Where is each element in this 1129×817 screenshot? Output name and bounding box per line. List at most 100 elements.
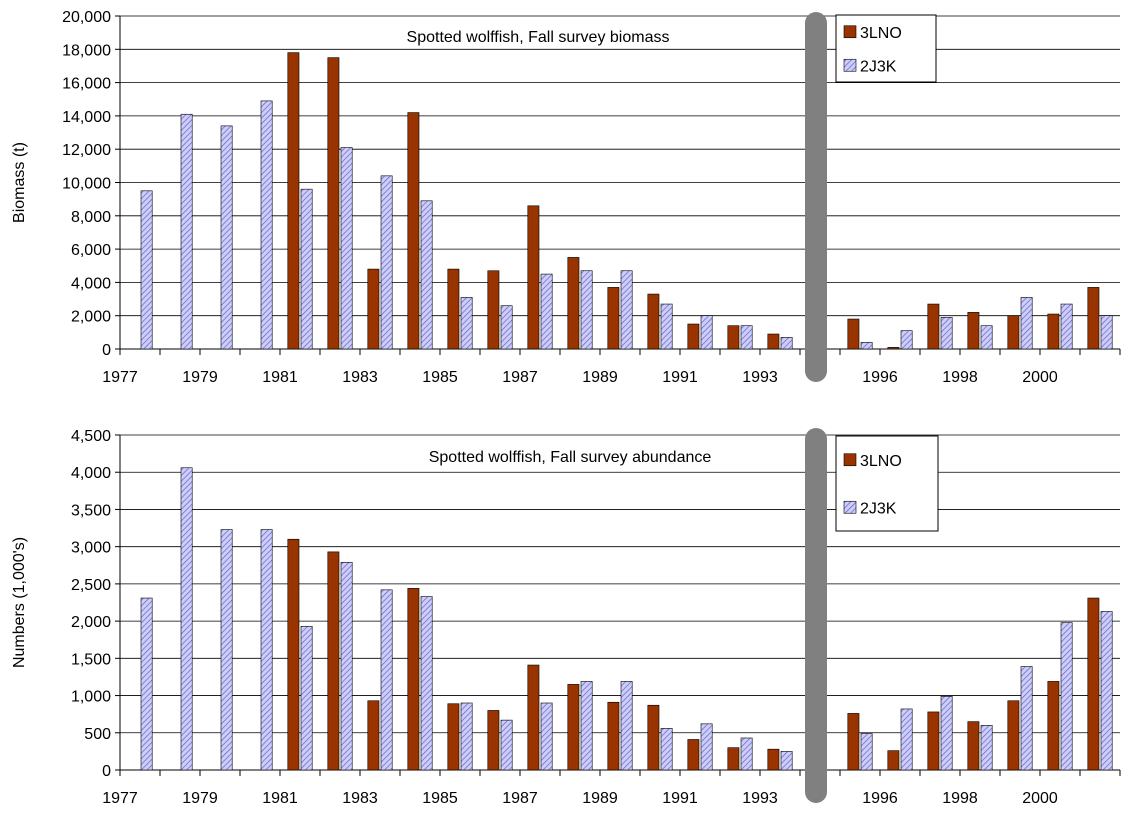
y-tick-label: 0	[102, 342, 111, 359]
y-tick-label: 500	[84, 726, 111, 743]
y-tick-label: 14,000	[62, 109, 111, 126]
bar-3lno-1995	[847, 318, 860, 350]
x-tick-label: 1983	[342, 790, 378, 807]
bar-2j3k-1981	[300, 626, 313, 771]
bar-3lno-1988	[567, 257, 580, 350]
y-tick-label: 3,500	[71, 502, 111, 519]
bar-3lno-2000	[1047, 681, 1060, 771]
bar-2j3k-2001	[1100, 315, 1113, 350]
y-tick-label: 2,500	[71, 577, 111, 594]
bar-3lno-1987	[527, 664, 540, 771]
y-tick-label: 0	[102, 763, 111, 780]
x-tick-label: 1985	[422, 790, 458, 807]
bar-2j3k-1984	[420, 596, 433, 771]
bar-2j3k-1980	[260, 529, 273, 771]
y-tick-label: 1,500	[71, 651, 111, 668]
y-tick-label: 16,000	[62, 76, 111, 93]
bar-2j3k-1983	[380, 589, 393, 771]
y-tick-label: 18,000	[62, 42, 111, 59]
bar-2j3k-1982	[340, 147, 353, 350]
chart-title: Spotted wolffish, Fall survey biomass	[407, 29, 670, 46]
bar-2j3k-1987	[540, 273, 553, 350]
legend-box	[835, 435, 939, 532]
y-axis-title: Numbers (1,000's)	[11, 537, 28, 668]
y-tick-label: 20,000	[62, 9, 111, 26]
legend-swatch-2j3k	[843, 58, 857, 72]
x-axis: 1977 1979 1981 1983 1985 1987 1989 1991 1993 1996…	[102, 770, 1121, 807]
x-tick-label: 1987	[502, 369, 538, 386]
bar-3lno-2001	[1087, 597, 1100, 771]
legend-label-2j3k: 2J3K	[860, 500, 897, 517]
bar-2j3k-1981	[300, 188, 313, 350]
bar-2j3k-1998	[980, 725, 993, 771]
bar-2j3k-1986	[500, 305, 513, 350]
bar-2j3k-1989	[620, 270, 633, 350]
bar-2j3k-1979	[220, 529, 233, 771]
bar-2j3k-1998	[980, 325, 993, 350]
bar-3lno-1982	[327, 551, 340, 771]
y-tick-label: 4,500	[71, 428, 111, 445]
time-gap-separator	[805, 12, 827, 382]
bar-3lno-1991	[687, 323, 700, 350]
x-tick-label: 1993	[742, 790, 778, 807]
bar-2j3k-1977	[140, 597, 153, 771]
bar-2j3k-1989	[620, 681, 633, 771]
y-tick-label: 3,000	[71, 540, 111, 557]
bar-2j3k-1992	[740, 737, 753, 771]
x-tick-label: 1998	[942, 790, 978, 807]
x-tick-label: 2000	[1022, 790, 1058, 807]
bar-3lno-1991	[687, 739, 700, 771]
legend-swatch-3lno	[843, 25, 857, 39]
bar-2j3k-1996	[900, 330, 913, 350]
x-tick-label: 1981	[262, 369, 298, 386]
bar-3lno-1989	[607, 701, 620, 771]
bar-2j3k-1980	[260, 100, 273, 350]
x-tick-label: 1989	[582, 369, 618, 386]
bar-3lno-2001	[1087, 287, 1100, 350]
x-tick-label: 1998	[942, 369, 978, 386]
bar-3lno-1997	[927, 711, 940, 771]
bar-3lno-1997	[927, 303, 940, 350]
bars	[140, 52, 1113, 350]
bar-3lno-1993	[767, 333, 780, 350]
bar-3lno-1986	[487, 710, 500, 771]
legend: 3LNO 2J3K	[835, 14, 937, 83]
legend: 3LNO 2J3K	[835, 435, 939, 532]
bar-2j3k-1988	[580, 681, 593, 771]
y-tick-label: 1,000	[71, 689, 111, 706]
bar-2j3k-1990	[660, 728, 673, 771]
legend-swatch-2j3k	[843, 500, 857, 514]
bar-3lno-1989	[607, 287, 620, 350]
x-tick-label: 1996	[862, 369, 898, 386]
bar-2j3k-2000	[1060, 622, 1073, 771]
bar-3lno-1984	[407, 112, 420, 350]
y-axis-title: Biomass (t)	[11, 142, 28, 223]
bar-3lno-1998	[967, 721, 980, 771]
y-tick-label: 8,000	[71, 209, 111, 226]
bar-2j3k-1988	[580, 270, 593, 350]
legend-label-3lno: 3LNO	[860, 25, 902, 42]
abundance-chart-panel: 0 500 1,000 1,500 2,000 2,500 3,000 3,500 4,000 4…	[11, 428, 1121, 807]
bar-2j3k-1990	[660, 303, 673, 350]
bar-3lno-1995	[847, 713, 860, 771]
bar-3lno-1986	[487, 270, 500, 350]
bar-2j3k-1985	[460, 297, 473, 350]
y-axis: 0 2,000 4,000 6,000 8,000 10,000 12,000 14,000 1…	[62, 9, 1120, 359]
bar-2j3k-1993	[780, 337, 793, 350]
bar-3lno-1998	[967, 312, 980, 350]
x-tick-label: 1979	[182, 369, 218, 386]
bar-2j3k-1978	[180, 467, 193, 771]
bar-2j3k-1985	[460, 702, 473, 771]
chart-title: Spotted wolffish, Fall survey abundance	[429, 449, 712, 466]
bar-3lno-1990	[647, 704, 660, 771]
bar-2j3k-1997	[940, 695, 953, 771]
y-tick-label: 12,000	[62, 142, 111, 159]
x-tick-label: 1985	[422, 369, 458, 386]
x-tick-label: 1979	[182, 790, 218, 807]
y-axis: 0 500 1,000 1,500 2,000 2,500 3,000 3,500 4,000 4…	[71, 428, 1120, 780]
bar-2j3k-1991	[700, 315, 713, 350]
x-tick-label: 1983	[342, 369, 378, 386]
biomass-chart-panel: 0 2,000 4,000 6,000 8,000 10,000 12,000 14,000 1…	[11, 9, 1121, 386]
